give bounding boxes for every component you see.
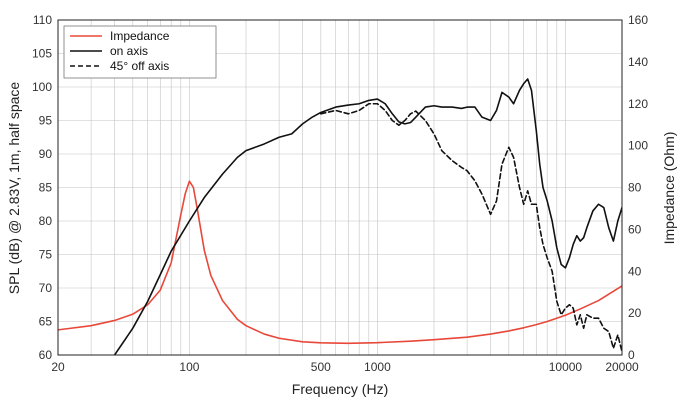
y2-tick-label: 80 [628,181,642,195]
y-tick-label: 80 [39,214,53,228]
legend-label-on-axis: on axis [110,44,148,58]
series-layer [58,78,622,355]
legend-box [63,25,217,79]
x-tick-label: 500 [311,360,331,374]
y2-tick-label: 160 [628,13,648,27]
plot-frame [57,19,623,356]
y2-tick-label: 100 [628,139,648,153]
y-axis-title: SPL (dB) @ 2.83V, 1m, half space [6,82,22,295]
x-tick-label: 10000 [549,360,583,374]
legend: Impedance on axis 45° off axis [63,25,217,79]
y-tick-label: 90 [39,147,53,161]
y-tick-label: 105 [32,47,52,61]
x-tick-label: 20 [51,360,65,374]
y2-axis-title: Impedance (Ohm) [661,132,677,245]
y-tick-label: 60 [39,348,53,362]
ticks: 60 65 70 75 80 85 90 95 100 105 110 0 20 40 60 80 100 120… [32,13,648,374]
x-tick-label: 20000 [605,360,639,374]
x-tick-label: 1000 [364,360,391,374]
series-on-axis [113,78,622,355]
y2-tick-label: 120 [628,97,648,111]
y-tick-label: 85 [39,181,53,195]
y-tick-label: 75 [39,248,53,262]
series-off-axis [320,102,622,353]
y-tick-label: 110 [33,13,52,27]
y2-tick-label: 60 [628,222,642,236]
x-tick-label: 100 [179,360,199,374]
y2-tick-label: 40 [628,264,642,278]
y-tick-label: 95 [39,114,53,128]
y-tick-label: 65 [39,315,53,329]
series-impedance [58,180,622,345]
y2-tick-label: 140 [628,55,648,69]
legend-label-impedance: Impedance [110,29,170,43]
y-tick-label: 70 [39,281,53,295]
y2-tick-label: 20 [628,306,642,320]
legend-label-off-axis: 45° off axis [110,59,169,73]
x-axis-title: Frequency (Hz) [292,381,388,397]
y2-tick-label: 0 [628,348,635,362]
y-tick-label: 100 [32,80,52,94]
